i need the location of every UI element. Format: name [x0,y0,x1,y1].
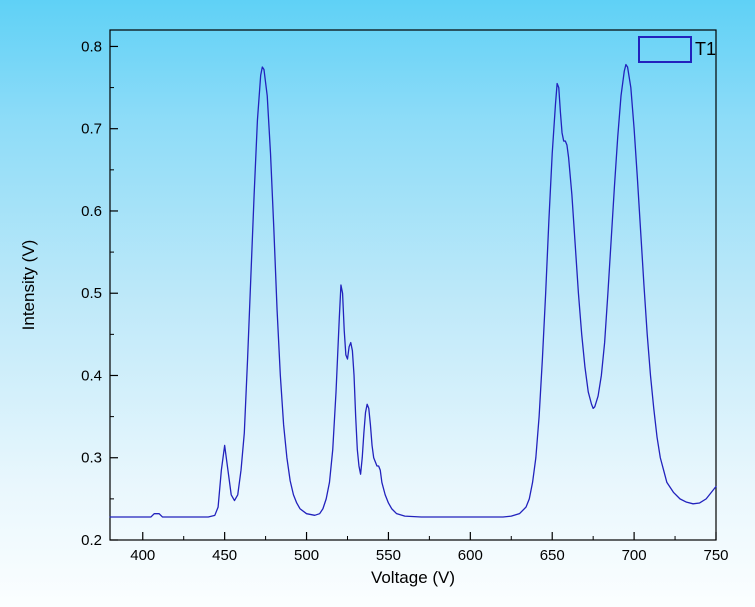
plot-frame [109,29,717,541]
x-tick-label: 650 [540,547,565,564]
x-tick-label: 450 [212,547,237,564]
y-tick-label: 0.6 [81,203,102,220]
legend: T1 [638,36,716,63]
x-tick-label: 700 [622,547,647,564]
y-tick-label: 0.7 [81,121,102,138]
x-tick-label: 500 [294,547,319,564]
x-tick-label: 750 [703,547,728,564]
x-tick-label: 600 [458,547,483,564]
series-line-t1 [109,63,717,518]
x-tick-label: 550 [376,547,401,564]
y-tick-label: 0.8 [81,38,102,55]
y-tick-label: 0.2 [81,532,102,549]
y-tick-label: 0.3 [81,450,102,467]
x-axis-title: Voltage (V) [370,568,456,587]
y-axis-title: Intensity (V) [19,239,38,331]
y-tick-label: 0.5 [81,285,102,302]
legend-line-swatch [638,36,692,63]
x-tick-label: 400 [130,547,155,564]
legend-entry-label: T1 [695,39,717,59]
y-tick-label: 0.4 [81,367,102,384]
